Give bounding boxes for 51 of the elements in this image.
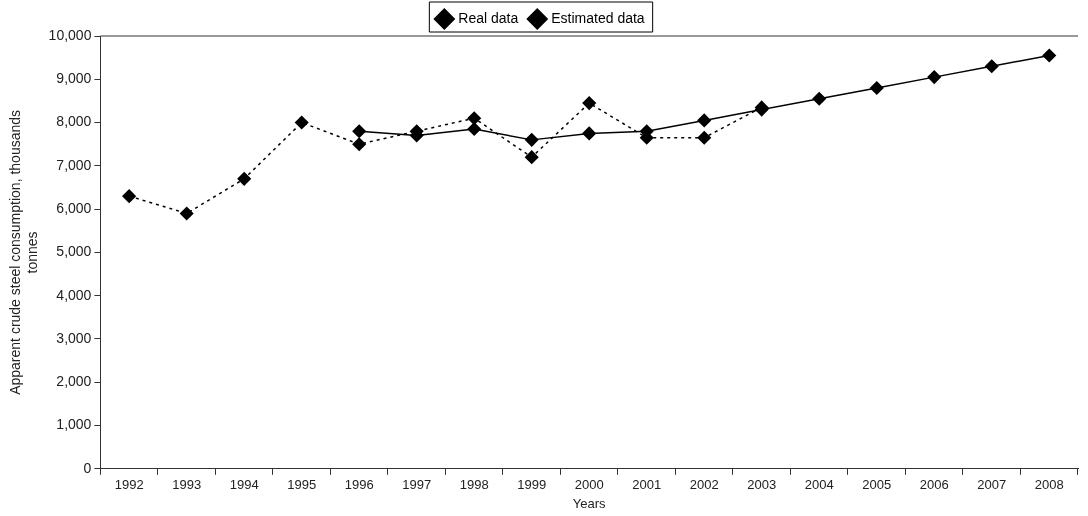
point xyxy=(869,81,884,95)
y-tick-label: 9,000 xyxy=(56,70,92,87)
y-tick-label: 6,000 xyxy=(56,199,92,216)
legend-label: Estimated data xyxy=(551,9,645,26)
y-tick-label: 2,000 xyxy=(56,373,92,390)
y-tick-label: 1,000 xyxy=(56,416,92,433)
point xyxy=(524,133,539,147)
y-tick-label: 7,000 xyxy=(56,156,92,173)
x-tick-label: 1995 xyxy=(287,477,317,493)
y-tick-label: 4,000 xyxy=(56,286,92,303)
x-tick-label: 2005 xyxy=(862,477,892,493)
y-tick-label: 0 xyxy=(83,459,92,476)
y-tick-label: 3,000 xyxy=(56,329,92,346)
x-tick-label: 1993 xyxy=(172,477,202,493)
point xyxy=(984,59,999,74)
point xyxy=(582,126,596,141)
x-tick-label: 2000 xyxy=(574,477,604,493)
point xyxy=(352,137,366,151)
point xyxy=(524,150,539,164)
point xyxy=(697,130,711,145)
y-tick-label: 5,000 xyxy=(56,243,92,260)
y-axis-title: Apparent crude steel consumption, thousands tonnes xyxy=(7,109,41,395)
point xyxy=(697,113,711,128)
point xyxy=(237,172,251,186)
point xyxy=(352,124,366,138)
x-axis-title: Years xyxy=(572,495,607,511)
x-tick-label: 2008 xyxy=(1034,477,1064,493)
x-tick-label: 1994 xyxy=(229,477,259,493)
x-tick-label: 2004 xyxy=(804,477,834,493)
point xyxy=(294,115,309,130)
point xyxy=(467,122,481,136)
x-tick-label: 1998 xyxy=(459,477,489,493)
y-tick-label: 8,000 xyxy=(56,113,92,130)
x-tick-label: 1999 xyxy=(517,477,547,493)
point xyxy=(467,111,481,125)
point xyxy=(927,70,941,84)
x-tick-label: 2001 xyxy=(632,477,662,493)
x-tick-label: 1996 xyxy=(344,477,374,493)
x-tick-label: 2007 xyxy=(977,477,1007,493)
x-tick-label: 2002 xyxy=(689,477,719,493)
point xyxy=(582,96,596,110)
legend-label: Real data xyxy=(458,9,519,26)
x-tick-label: 2003 xyxy=(747,477,777,493)
point xyxy=(179,206,194,221)
point xyxy=(812,92,826,106)
y-tick-label: 10,000 xyxy=(48,26,92,43)
point xyxy=(122,189,136,203)
point xyxy=(1042,48,1056,63)
x-tick-label: 1997 xyxy=(402,477,432,493)
x-tick-label: 2006 xyxy=(919,477,949,493)
x-tick-label: 1992 xyxy=(114,477,144,493)
